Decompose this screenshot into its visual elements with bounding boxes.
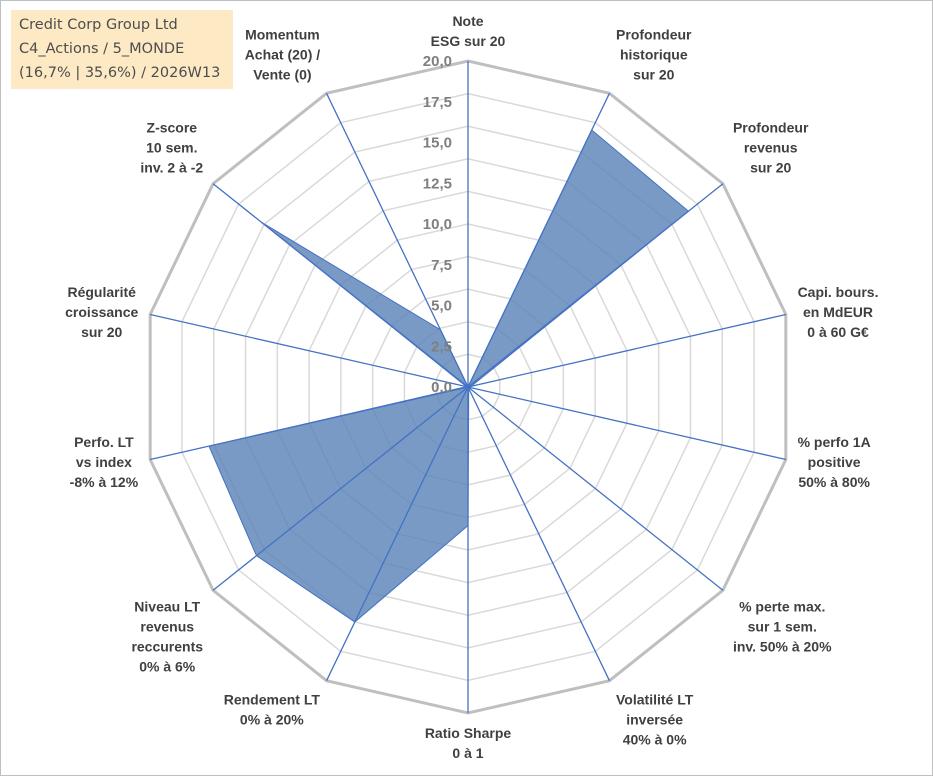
- axis-spoke: [467, 93, 611, 388]
- axis-label: Z-score 10 sem. inv. 2 à -2: [140, 120, 203, 176]
- tick-label: 12,5: [423, 175, 452, 192]
- axis-label-line: reccurents: [131, 638, 203, 654]
- axis-label-line: sur 1 sem.: [748, 618, 817, 634]
- axis-label: Capi. bours. en MdEUR 0 à 60 G€: [798, 284, 879, 340]
- axis-label-line: inv. 50% à 20%: [733, 638, 832, 654]
- axis-label-line: revenus: [140, 618, 194, 634]
- axis-label-line: 0% à 20%: [240, 712, 304, 728]
- axis-spoke: [212, 386, 469, 591]
- axis-label-line: 40% à 0%: [623, 732, 687, 748]
- tick-label: 7,5: [431, 257, 452, 274]
- axis-label-line: 0 à 60 G€: [807, 324, 869, 340]
- axis-label-line: en MdEUR: [803, 304, 873, 320]
- axis-spoke: [467, 386, 611, 681]
- tick-label: 0,0: [431, 379, 452, 396]
- axis-label-line: 0 à 1: [452, 745, 483, 761]
- axis-spoke: [325, 386, 469, 681]
- axis-label: % perte max. sur 1 sem. inv. 50% à 20%: [733, 598, 832, 654]
- axis-label-line: Perfo. LT: [74, 434, 134, 450]
- axis-label-line: Capi. bours.: [798, 284, 879, 300]
- axis-label-line: Volatilité LT: [616, 692, 694, 708]
- axis-label-line: Z-score: [147, 120, 198, 136]
- axis-label-line: 50% à 80%: [798, 474, 870, 490]
- company-name: Credit Corp Group Ltd: [19, 17, 178, 33]
- tick-label: 2,5: [431, 338, 452, 355]
- axis-label-line: Momentum: [245, 26, 320, 42]
- axis-label: Ratio Sharpe 0 à 1: [425, 725, 512, 761]
- axis-label-line: Rendement LT: [224, 692, 321, 708]
- axis-spoke: [212, 183, 469, 388]
- axis-label: Profondeur historique sur 20: [616, 26, 692, 82]
- axis-label-line: historique: [620, 46, 688, 62]
- info-box: Credit Corp Group Ltd C4_Actions / 5_MON…: [11, 10, 233, 89]
- axis-label: Rendement LT 0% à 20%: [224, 692, 321, 728]
- axis-label: Profondeur revenus sur 20: [733, 120, 809, 176]
- tick-label: 17,5: [423, 94, 452, 111]
- axis-label: Volatilité LT inversée 40% à 0%: [616, 692, 694, 748]
- axis-spoke: [150, 386, 469, 461]
- axis-label-line: Régularité: [67, 284, 136, 300]
- tick-label: 20,0: [423, 53, 452, 70]
- axis-label-line: sur 20: [633, 66, 674, 82]
- axis-label-line: Ratio Sharpe: [425, 725, 512, 741]
- axis-label-line: revenus: [744, 140, 798, 156]
- axis-spoke: [467, 183, 724, 388]
- tick-label: 10,0: [423, 216, 452, 233]
- axis-label-line: positive: [808, 454, 861, 470]
- tick-label: 15,0: [423, 135, 452, 152]
- axis-spoke: [467, 386, 786, 461]
- series-area: [208, 129, 690, 623]
- axis-label: % perfo 1A positive 50% à 80%: [798, 434, 871, 490]
- stats-and-week: (16,7% | 35,6%) / 2026W13: [19, 65, 221, 81]
- axis-label-line: Niveau LT: [134, 598, 200, 614]
- portfolio-category: C4_Actions / 5_MONDE: [19, 41, 185, 57]
- tick-label: 5,0: [431, 298, 452, 315]
- axis-label: Momentum Achat (20) / Vente (0): [245, 26, 321, 82]
- axis-label-line: 10 sem.: [146, 140, 197, 156]
- axis-label-line: Note: [452, 13, 483, 29]
- axis-label: Note ESG sur 20: [431, 13, 506, 49]
- axis-label-line: Achat (20) /: [245, 46, 321, 62]
- axis-label: Régularité croissance sur 20: [65, 284, 138, 340]
- axis-label-line: sur 20: [81, 324, 122, 340]
- axis-label-line: 0% à 6%: [139, 658, 196, 674]
- axis-label-line: Profondeur: [616, 26, 692, 42]
- axis-spoke: [467, 386, 724, 591]
- axis-spoke: [325, 93, 469, 388]
- axis-label-line: -8% à 12%: [70, 474, 139, 490]
- axis-label-line: ESG sur 20: [431, 33, 506, 49]
- axis-label-line: Vente (0): [253, 66, 311, 82]
- axis-spoke: [467, 313, 786, 388]
- axis-label-line: sur 20: [750, 160, 791, 176]
- axis-label-line: inversée: [626, 712, 683, 728]
- axis-label-line: % perte max.: [739, 598, 825, 614]
- axis-label-line: % perfo 1A: [798, 434, 871, 450]
- axis-spoke: [150, 313, 469, 388]
- axis-label-line: inv. 2 à -2: [140, 160, 203, 176]
- axis-label-line: croissance: [65, 304, 138, 320]
- axis-label-line: Profondeur: [733, 120, 809, 136]
- axis-label-line: vs index: [76, 454, 132, 470]
- axis-label: Niveau LT revenus reccurents 0% à 6%: [131, 598, 203, 674]
- axis-label: Perfo. LT vs index -8% à 12%: [70, 434, 139, 490]
